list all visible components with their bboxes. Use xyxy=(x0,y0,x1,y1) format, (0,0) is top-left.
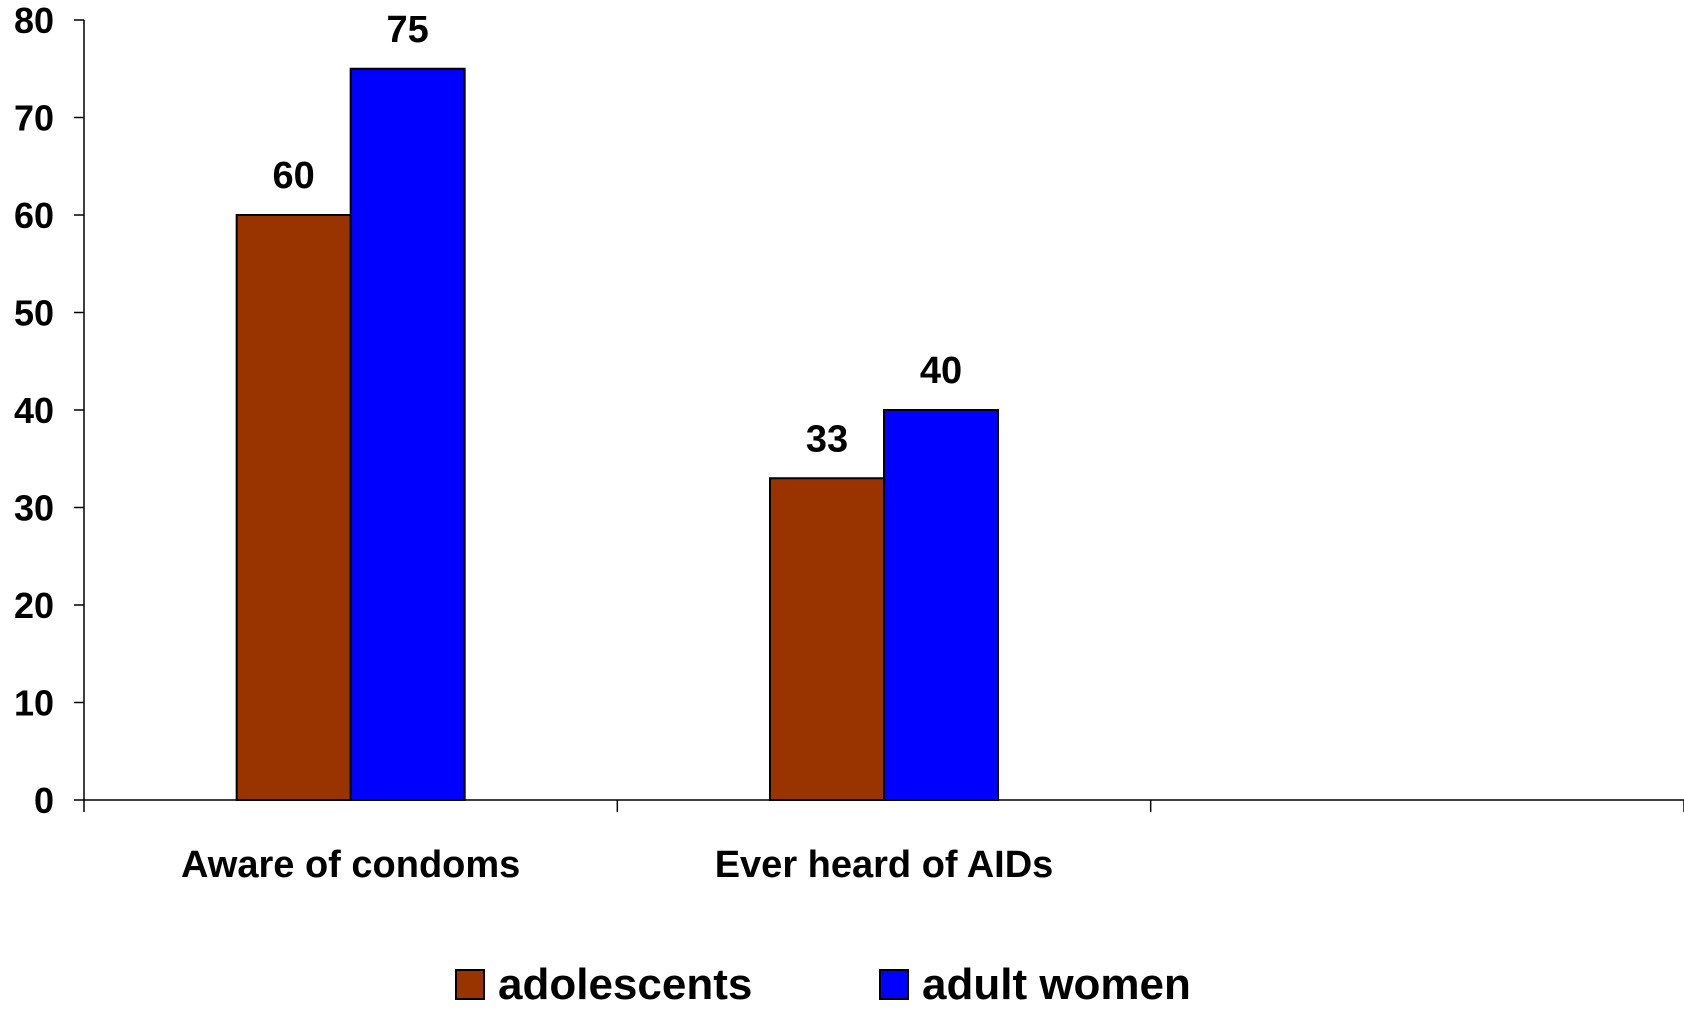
data-label: 33 xyxy=(806,418,848,460)
data-label: 40 xyxy=(920,350,962,392)
bar-adolescents xyxy=(235,214,352,801)
legend-swatch-adolescents xyxy=(455,969,485,1000)
x-category-label: Ever heard of AIDs xyxy=(715,844,1054,886)
legend-label: adolescents xyxy=(498,960,752,1009)
y-tick-label: 10 xyxy=(14,683,54,724)
y-tick-label: 0 xyxy=(34,780,54,821)
y-tick-label: 40 xyxy=(14,390,54,431)
bar-adult-women xyxy=(883,409,999,801)
y-tick-label: 30 xyxy=(14,488,54,529)
legend-swatch-adult-women xyxy=(879,969,909,1000)
y-tick-label: 70 xyxy=(14,98,54,139)
y-tick-label: 50 xyxy=(14,293,54,334)
x-category-label: Aware of condoms xyxy=(181,844,520,886)
data-label: 60 xyxy=(273,155,315,197)
legend-label: adult women xyxy=(922,960,1191,1009)
y-tick-label: 60 xyxy=(14,195,54,236)
y-tick-label: 20 xyxy=(14,585,54,626)
data-label: 75 xyxy=(387,9,429,51)
bar-adolescents xyxy=(769,477,885,801)
y-tick-label: 80 xyxy=(14,0,54,41)
bar-adult-women xyxy=(349,67,466,801)
